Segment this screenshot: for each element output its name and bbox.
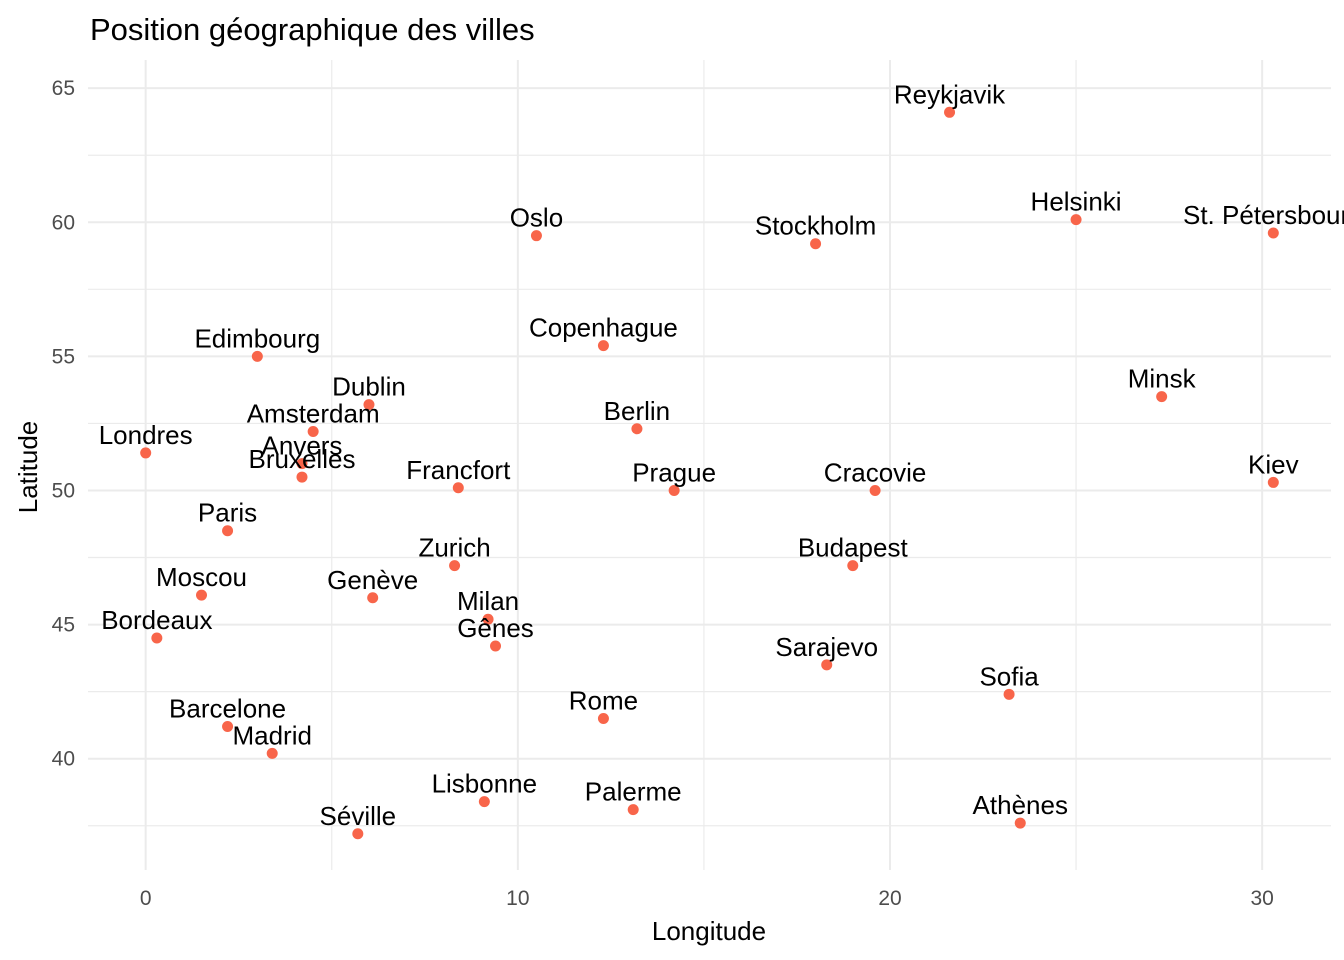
data-point — [452, 482, 464, 494]
data-point — [307, 425, 319, 437]
data-point — [222, 721, 234, 733]
data-label: St. Pétersbourg — [1183, 200, 1344, 230]
data-point — [1070, 214, 1082, 226]
data-point — [363, 399, 375, 411]
data-label: Genève — [327, 565, 418, 595]
data-point — [530, 230, 542, 242]
data-label: Zurich — [418, 533, 490, 563]
data-label: Gênes — [457, 613, 534, 643]
data-label: Amsterdam — [247, 398, 380, 428]
data-labels: Reykjavik Helsinki St. Pétersbourg Oslo Stoc… — [99, 79, 1344, 830]
data-point — [196, 589, 208, 601]
data-point — [449, 560, 461, 572]
data-point — [251, 350, 263, 362]
data-label: Anvers — [262, 431, 343, 461]
y-tick-label: 40 — [52, 748, 75, 771]
data-point — [597, 712, 609, 724]
data-label: Rome — [569, 685, 638, 715]
data-point — [1156, 391, 1168, 403]
data-label: Budapest — [798, 533, 909, 563]
data-label: Barcelone — [169, 694, 286, 724]
data-label: Bordeaux — [101, 605, 212, 635]
data-point — [352, 828, 364, 840]
data-point — [1003, 688, 1015, 700]
data-label: Dublin — [332, 372, 406, 402]
y-tick-label: 55 — [52, 345, 75, 368]
data-point — [490, 640, 502, 652]
data-point — [627, 804, 639, 816]
data-point — [140, 447, 152, 459]
y-axis-ticks: 40 45 50 55 60 65 — [52, 77, 75, 771]
x-tick-label: 0 — [140, 887, 152, 910]
data-point — [597, 340, 609, 352]
data-label: Lisbonne — [432, 769, 538, 799]
y-tick-label: 60 — [52, 211, 75, 234]
data-point — [1267, 476, 1279, 488]
data-point — [1014, 817, 1026, 829]
data-label: Paris — [198, 498, 257, 528]
grid — [88, 60, 1331, 870]
data-label: Prague — [632, 457, 716, 487]
data-label: Séville — [320, 801, 397, 831]
data-point — [296, 471, 308, 483]
data-label: Francfort — [406, 455, 511, 485]
data-label: Reykjavik — [894, 79, 1006, 109]
y-axis-title: Latitude — [13, 421, 43, 514]
data-point — [944, 106, 956, 118]
data-point — [668, 484, 680, 496]
data-point — [821, 659, 833, 671]
data-point — [1267, 227, 1279, 239]
y-tick-label: 45 — [52, 614, 75, 637]
y-tick-label: 50 — [52, 479, 75, 502]
data-label: Kiev — [1248, 449, 1299, 479]
data-label: Oslo — [510, 203, 563, 233]
chart-title: Position géographique des villes — [90, 12, 535, 47]
data-label: Palerme — [585, 777, 682, 807]
data-label: Madrid — [232, 720, 311, 750]
data-point — [478, 796, 490, 808]
data-point — [810, 238, 822, 250]
data-label: Milan — [457, 586, 519, 616]
data-point — [296, 458, 308, 470]
data-label: Athènes — [973, 790, 1068, 820]
data-point — [869, 484, 881, 496]
data-label: Sofia — [979, 661, 1039, 691]
data-point — [266, 747, 278, 759]
x-tick-label: 10 — [506, 887, 529, 910]
data-label: Cracovie — [824, 457, 927, 487]
data-label: Helsinki — [1031, 187, 1122, 217]
data-label: Londres — [99, 420, 193, 450]
data-label: Bruxelles — [249, 444, 356, 474]
x-tick-label: 20 — [878, 887, 901, 910]
data-label: Moscou — [156, 562, 247, 592]
data-label: Stockholm — [755, 211, 876, 241]
data-label: Minsk — [1128, 364, 1197, 394]
data-label: Berlin — [604, 396, 670, 426]
data-label: Edimbourg — [194, 323, 320, 353]
data-point — [482, 613, 494, 625]
data-point — [847, 560, 859, 572]
data-point — [367, 592, 379, 604]
x-axis-title: Longitude — [652, 916, 766, 946]
data-label: Copenhague — [529, 313, 678, 343]
x-axis-ticks: 0 10 20 30 — [140, 887, 1274, 910]
data-point — [631, 423, 643, 435]
data-point — [222, 525, 234, 537]
data-points — [140, 106, 1279, 840]
y-tick-label: 65 — [52, 77, 75, 100]
data-label: Sarajevo — [775, 632, 878, 662]
data-point — [151, 632, 163, 644]
x-tick-label: 30 — [1250, 887, 1273, 910]
